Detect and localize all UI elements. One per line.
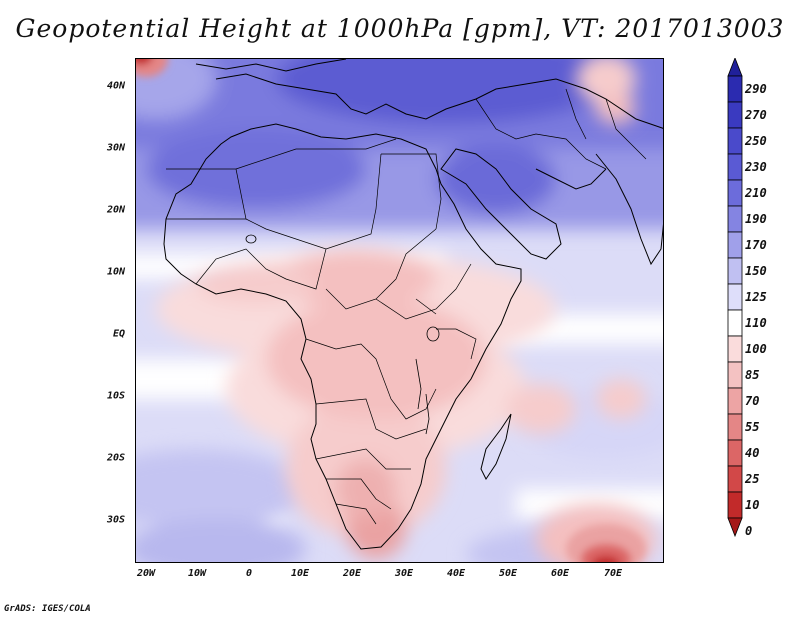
colorbar-label-40: 40: [745, 446, 760, 460]
map-plot-area: [135, 58, 664, 563]
lakes: [245, 234, 440, 435]
colorbar-swatch: [727, 75, 743, 103]
lat-label-10n: 10N: [106, 266, 125, 278]
colorbar-label-10: 10: [745, 498, 760, 512]
colorbar-swatch: [727, 101, 743, 129]
colorbar-swatch: [727, 283, 743, 311]
colorbar-label-150: 150: [745, 264, 767, 278]
colorbar-bottom-triangle: [727, 517, 743, 538]
lon-label-20e: 20E: [342, 568, 362, 579]
lon-label-10w: 10W: [187, 568, 207, 579]
lat-label-30n: 30N: [106, 142, 125, 154]
colorbar-label-230: 230: [745, 160, 767, 174]
lon-label-70e: 70E: [603, 568, 623, 579]
lon-label-50e: 50E: [498, 568, 518, 579]
lat-label-20n: 20N: [106, 204, 125, 216]
colorbar-label-290: 290: [745, 82, 767, 96]
colorbar-label-170: 170: [745, 238, 767, 252]
colorbar-label-110: 110: [745, 316, 767, 330]
lat-label-eq: EQ: [112, 328, 125, 340]
high-pressure-north: [136, 59, 663, 229]
colorbar-swatch: [727, 413, 743, 441]
colorbar-swatch: [727, 465, 743, 493]
colorbar-swatch: [727, 387, 743, 415]
colorbar-top-triangle: [727, 58, 743, 77]
colorbar-label-190: 190: [745, 212, 767, 226]
colorbar-swatch: [727, 179, 743, 207]
colorbar-label-0: 0: [745, 524, 753, 538]
colorbar-swatch: [727, 309, 743, 337]
colorbar-label-25: 25: [745, 472, 760, 486]
colorbar-swatch: [727, 205, 743, 233]
footer-credit: GrADS: IGES/COLA: [4, 604, 91, 614]
lon-label-40e: 40E: [446, 568, 466, 579]
colorbar-swatch: [727, 257, 743, 285]
colorbar-label-270: 270: [745, 108, 767, 122]
country-borders: [166, 88, 647, 525]
colorbar-label-250: 250: [745, 134, 767, 148]
colorbar-swatch: [727, 231, 743, 259]
lat-label-40n: 40N: [106, 80, 125, 92]
colorbar-swatch: [727, 491, 743, 519]
colorbar-swatch: [727, 361, 743, 389]
colorbar-swatch: [727, 127, 743, 155]
coastlines: [163, 59, 663, 550]
colorbar-label-210: 210: [745, 186, 767, 200]
colorbar-swatch: [727, 335, 743, 363]
colorbar-label-125: 125: [745, 290, 767, 304]
colorbar-swatch: [727, 153, 743, 181]
lon-label-10e: 10E: [290, 568, 310, 579]
colorbar-label-100: 100: [745, 342, 767, 356]
colorbar: [727, 58, 743, 538]
colorbar-label-55: 55: [745, 420, 760, 434]
strong-low-southeast: [566, 524, 646, 562]
lon-label-0: 0: [245, 568, 253, 579]
northwest-corner-low: [136, 59, 168, 77]
lon-label-20w: 20W: [136, 568, 156, 579]
colorbar-label-85: 85: [745, 368, 760, 382]
lon-label-60e: 60E: [550, 568, 570, 579]
map-title: Geopotential Height at 1000hPa [gpm], VT…: [15, 14, 785, 43]
lat-label-10s: 10S: [106, 390, 125, 402]
lat-label-20s: 20S: [106, 452, 125, 464]
lon-label-30e: 30E: [394, 568, 414, 579]
lat-label-30s: 30S: [106, 514, 125, 526]
colorbar-swatch: [727, 439, 743, 467]
colorbar-label-70: 70: [745, 394, 760, 408]
